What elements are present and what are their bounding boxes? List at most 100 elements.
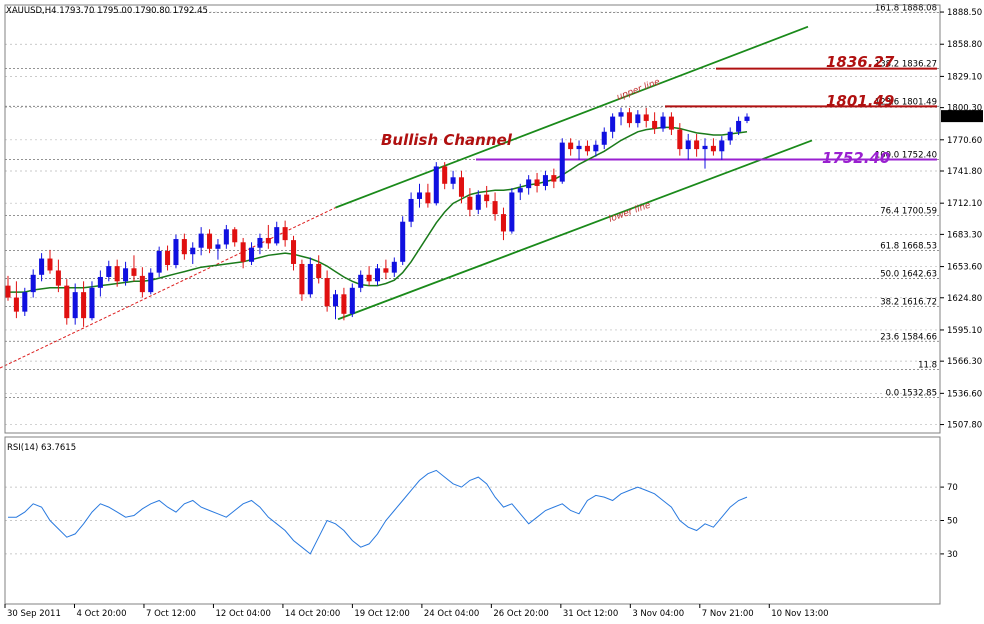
candle-body — [450, 177, 456, 184]
level-label-1801: 1801.49 — [826, 92, 894, 110]
candle-body — [257, 237, 263, 248]
axes: 1888.50 1858.80 1829.10 1800.30 1770.60 1741.… — [4, 4, 983, 619]
x-tick-label: 19 Oct 12:00 — [354, 609, 409, 619]
fib-level-label: 138.2 1836.27 — [875, 60, 937, 70]
fib-level-label: 38.2 1616.72 — [880, 298, 937, 308]
candle-body — [207, 233, 213, 249]
y-tick-label: 1888.50 — [947, 8, 982, 18]
x-tick-label: 4 Oct 20:00 — [76, 609, 126, 619]
candle-body — [610, 116, 616, 132]
x-tick-label: 10 Nov 13:00 — [771, 609, 828, 619]
candle-body — [148, 272, 154, 293]
candlesticks — [5, 107, 750, 327]
y-tick-label: 1566.30 — [947, 357, 982, 367]
candle-body — [240, 242, 246, 262]
main-panel-frame — [4, 4, 941, 434]
candle-body — [727, 131, 733, 141]
candle-body — [652, 120, 658, 129]
candle-body — [568, 142, 574, 150]
candle-body — [677, 129, 683, 150]
fib-level-label: 0.0 1532.85 — [886, 388, 937, 398]
candle-body — [358, 274, 364, 288]
candle-body — [274, 227, 280, 244]
candle-body — [475, 194, 481, 210]
candle-body — [307, 263, 313, 295]
candle-body — [282, 227, 288, 241]
candle-body — [173, 239, 179, 266]
candle-body — [198, 233, 204, 248]
candle-body — [215, 244, 221, 249]
candle-body — [442, 166, 448, 184]
candle-body — [593, 144, 599, 152]
candle-body — [484, 194, 490, 202]
candle-body — [576, 145, 582, 150]
fib-level-label: 100.0 1752.40 — [875, 151, 937, 161]
candle-body — [601, 131, 607, 145]
candle-body — [744, 116, 750, 121]
y-tick-label: 1507.80 — [947, 421, 982, 431]
candle-body — [5, 285, 11, 298]
y-tick-label: 1536.60 — [947, 389, 982, 399]
candle-body — [526, 179, 532, 189]
candle-body — [64, 285, 70, 319]
candle-body — [81, 292, 87, 319]
current-price-label: 1792.45 — [944, 112, 979, 122]
candle-body — [391, 261, 397, 273]
fib-level-label: 50.0 1642.63 — [880, 269, 937, 279]
rsi-tick-label: 30 — [947, 550, 958, 560]
y-tick-label: 1800.30 — [947, 104, 982, 114]
candle-body — [584, 145, 590, 152]
y-tick-label: 1858.80 — [947, 40, 982, 50]
candle-body — [559, 142, 565, 182]
candle-body — [660, 116, 666, 129]
candle-body — [47, 258, 53, 271]
candle-body — [249, 247, 255, 262]
y-tick-label: 1653.60 — [947, 263, 982, 273]
candle-body — [72, 292, 78, 319]
candle-body — [542, 175, 548, 186]
y-tick-label: 1770.60 — [947, 136, 982, 146]
level-label-1836: 1836.27 — [826, 53, 895, 71]
y-tick-label: 1741.80 — [947, 167, 982, 177]
candle-body — [458, 177, 464, 197]
candle-body — [694, 140, 700, 150]
candle-body — [366, 274, 372, 282]
price-levels — [476, 67, 937, 161]
candle-body — [736, 120, 742, 132]
candle-body — [467, 196, 473, 210]
candle-body — [618, 112, 624, 117]
x-tick-label: 31 Oct 12:00 — [563, 609, 618, 619]
candle-body — [551, 175, 557, 182]
lower-channel-line — [337, 139, 813, 321]
candle-body — [517, 188, 523, 193]
candle-body — [156, 250, 162, 273]
candle-body — [332, 294, 339, 307]
candle-body — [291, 240, 297, 264]
candle-body — [30, 274, 36, 293]
candle-body — [668, 116, 674, 130]
candle-body — [299, 263, 305, 295]
fib-level-label: 11.8 — [918, 361, 937, 371]
x-tick-label: 24 Oct 04:00 — [424, 609, 479, 619]
candle-body — [425, 192, 431, 204]
candle-body — [492, 201, 498, 215]
candle-body — [643, 114, 649, 121]
candle-body — [106, 266, 112, 277]
candle-body — [383, 268, 389, 273]
candle-body — [139, 275, 145, 293]
candle-body — [416, 192, 423, 199]
rsi-panel-frame — [4, 436, 941, 605]
fib-level-label: 23.6 1584.66 — [880, 332, 937, 342]
upper-channel-line — [335, 25, 809, 209]
candle-body — [39, 258, 45, 275]
candle-body — [635, 114, 641, 124]
candle-body — [13, 297, 19, 312]
candle-body — [685, 140, 691, 150]
candle-body — [181, 239, 187, 255]
candle-body — [232, 229, 238, 243]
y-tick-label: 1829.10 — [947, 72, 982, 82]
fib-level-label: 161.8 1888.08 — [875, 3, 937, 13]
level-label-1752: 1752.40 — [822, 149, 890, 167]
